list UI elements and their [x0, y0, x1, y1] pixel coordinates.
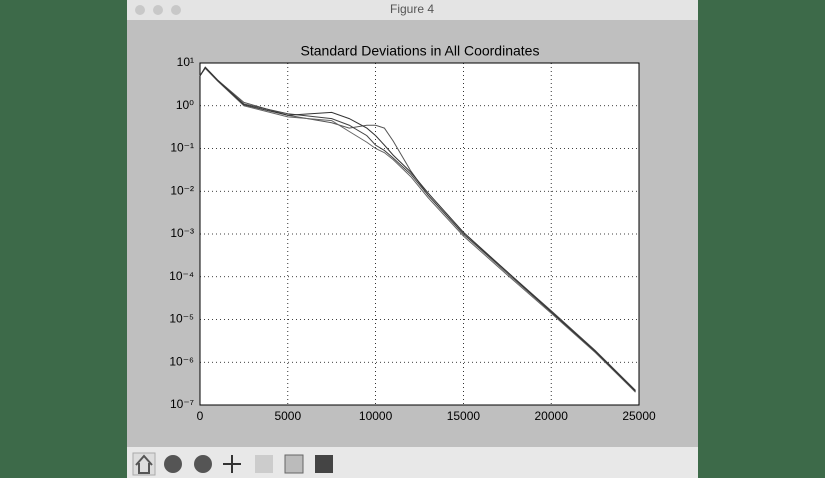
series-line: [199, 66, 636, 392]
x-tick-label: 20000: [535, 409, 569, 423]
x-tick-label: 25000: [622, 409, 656, 423]
pan-button[interactable]: [223, 455, 241, 473]
y-tick-label: 10⁰: [176, 98, 194, 112]
y-tick-label: 10⁻⁴: [169, 269, 194, 283]
window-title: Figure 4: [390, 2, 434, 16]
y-tick-label: 10⁻³: [170, 226, 194, 240]
series-line: [199, 66, 636, 393]
minimize-button[interactable]: [153, 5, 163, 15]
plot: 10⁻⁷ 10⁻⁶ 10⁻⁵ 10⁻⁴ 10⁻³ 10⁻² 10⁻¹ 10⁰ 10¹ 0 5000 1…: [169, 55, 656, 423]
toolbar: [127, 447, 698, 478]
forward-button[interactable]: [194, 455, 212, 473]
save-button[interactable]: [315, 455, 333, 473]
y-tick-label: 10⁻⁶: [169, 354, 194, 368]
series-line: [199, 67, 636, 393]
y-tick-label: 10⁻¹: [170, 141, 194, 155]
x-tick-label: 0: [197, 409, 204, 423]
x-tick-label: 5000: [274, 409, 301, 423]
chart-title: Standard Deviations in All Coordinates: [301, 43, 540, 59]
plot-area: [199, 62, 640, 406]
y-tick-label: 10¹: [177, 55, 194, 69]
y-tick-label: 10⁻⁷: [170, 397, 194, 411]
y-tick-label: 10⁻²: [170, 183, 194, 197]
back-button[interactable]: [164, 455, 182, 473]
x-tick-label: 10000: [359, 409, 393, 423]
x-tick-label: 15000: [447, 409, 481, 423]
zoom-rect-button[interactable]: [255, 455, 273, 473]
home-icon: [135, 454, 153, 474]
toolbar-buttons: [132, 452, 333, 476]
subplots-button[interactable]: [284, 454, 304, 474]
zoom-button[interactable]: [171, 5, 181, 15]
y-tick-label: 10⁻⁵: [169, 312, 194, 326]
title-bar: [127, 0, 698, 20]
close-button[interactable]: [135, 5, 145, 15]
